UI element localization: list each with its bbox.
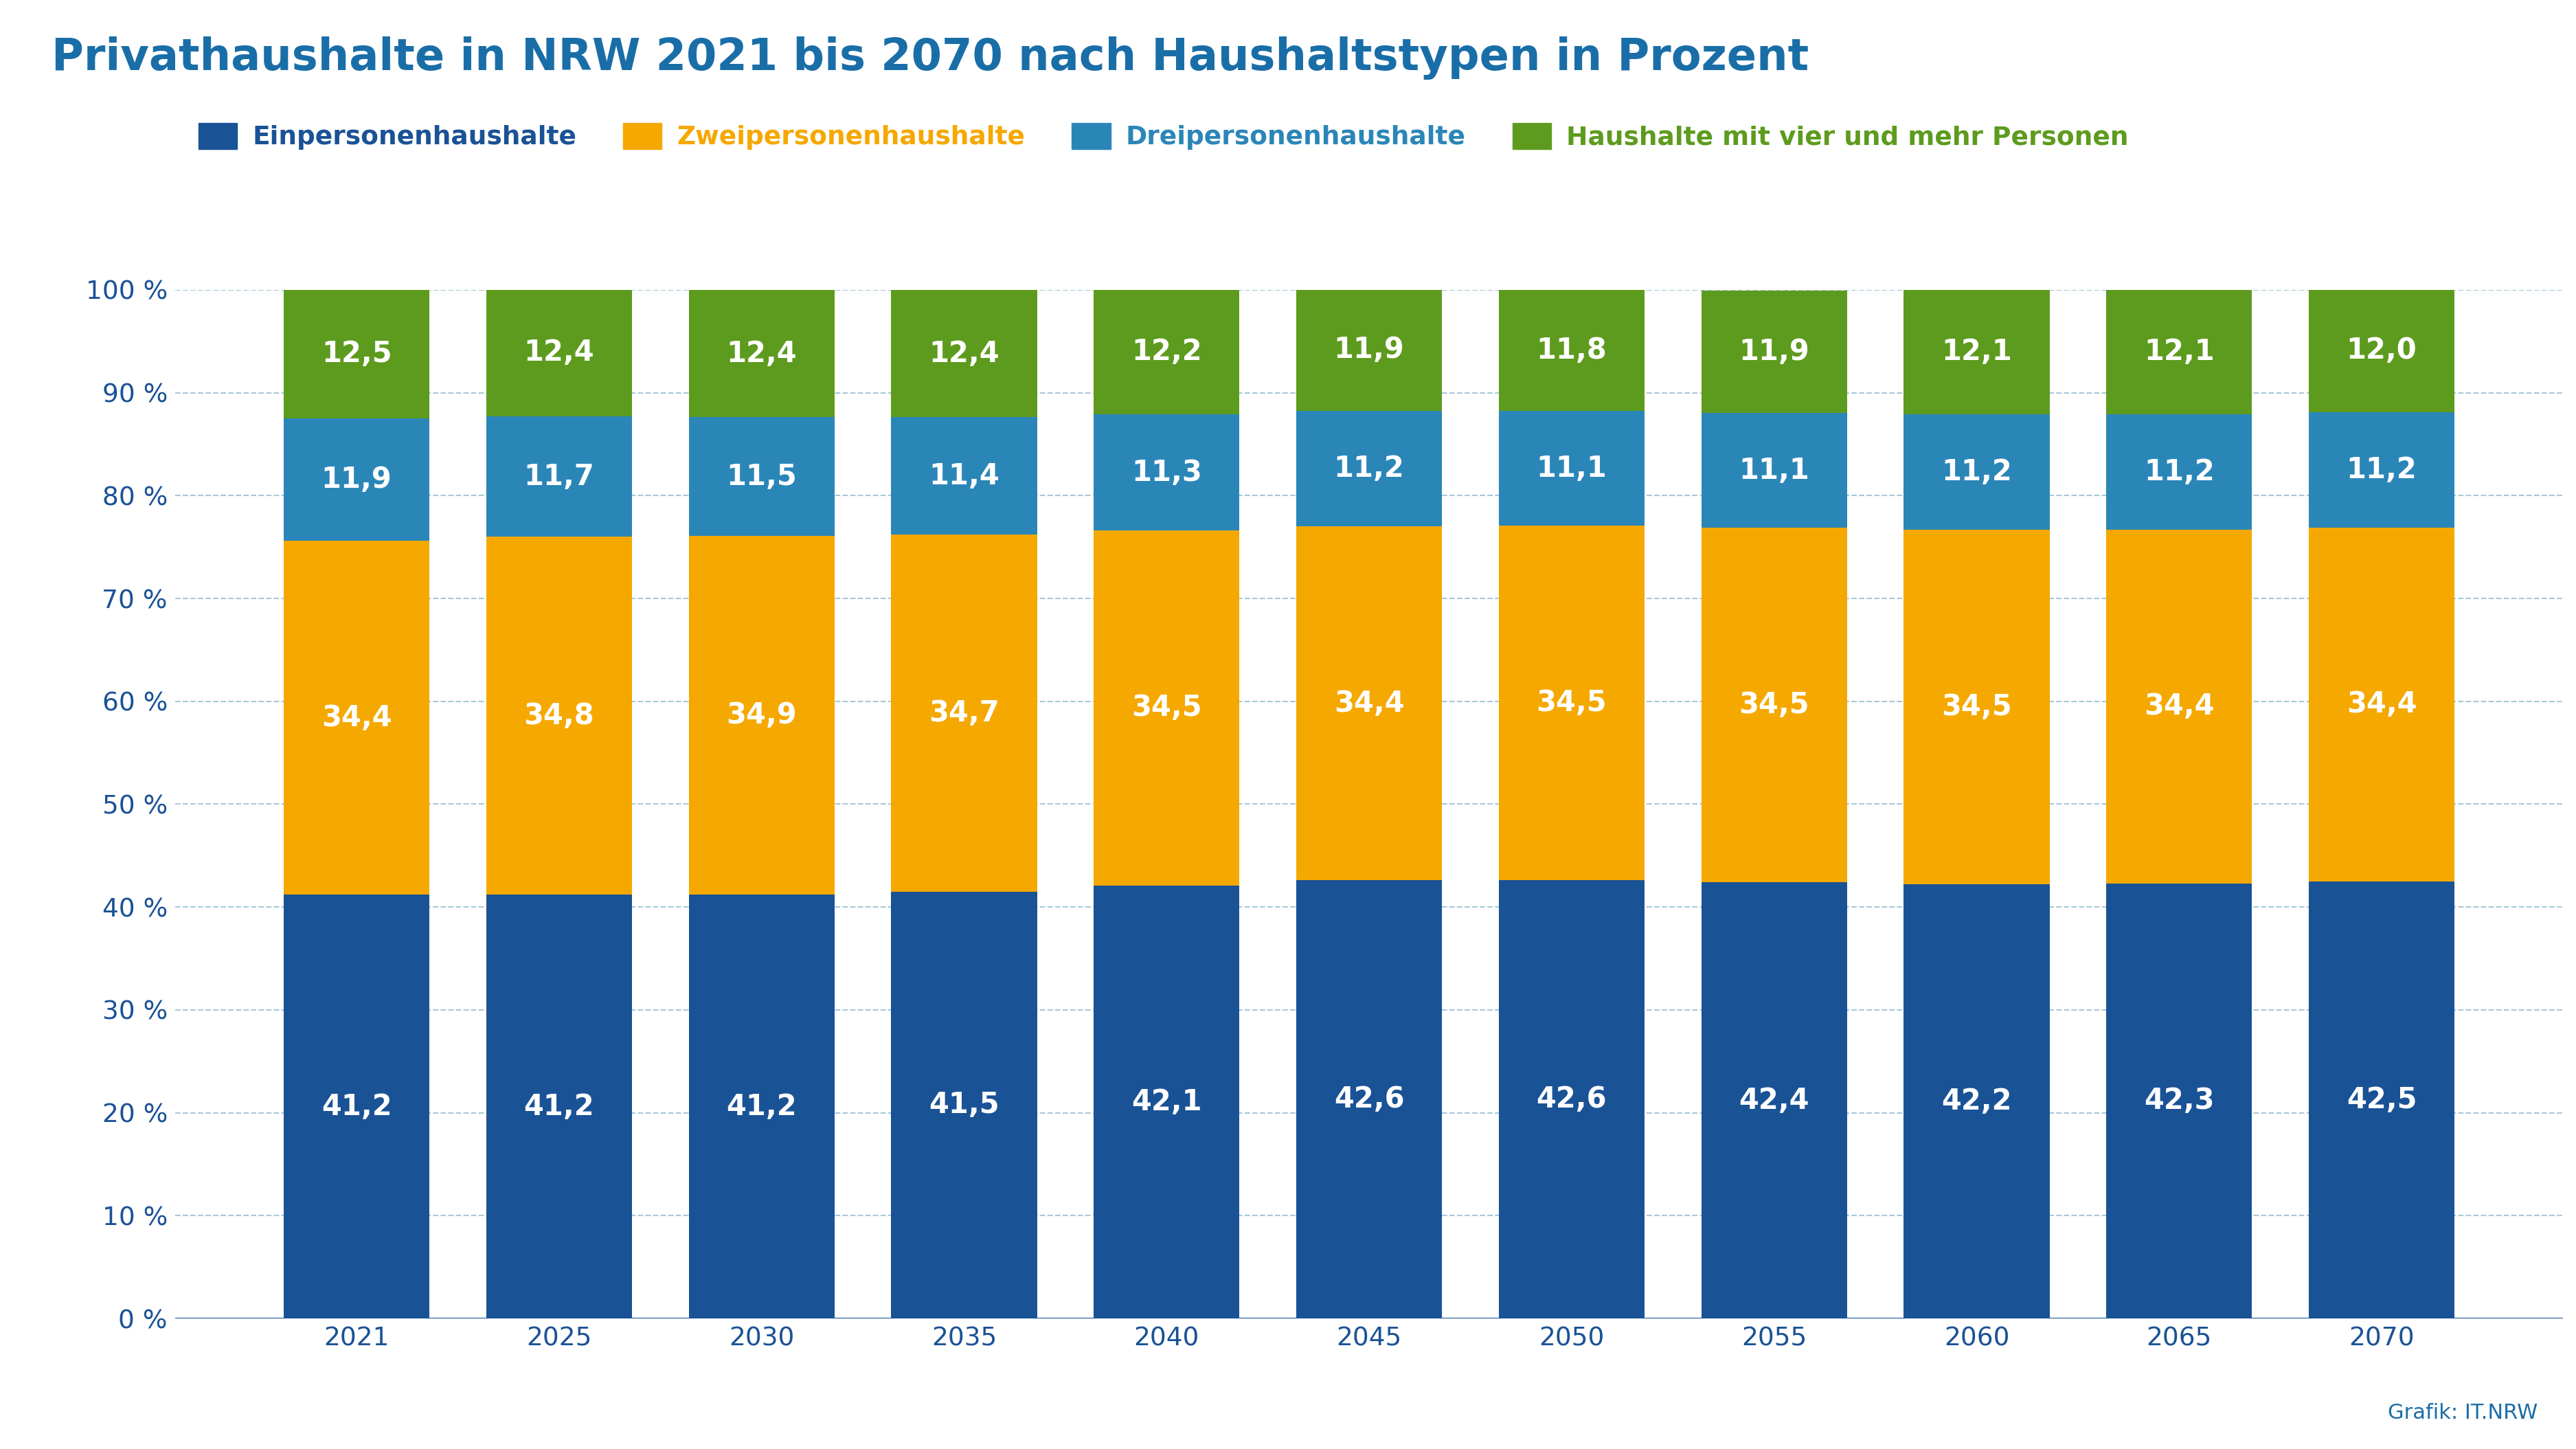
Text: 12,5: 12,5 bbox=[322, 339, 392, 368]
Text: 11,2: 11,2 bbox=[1334, 455, 1404, 483]
Bar bbox=[283, 540, 430, 894]
Bar bbox=[1904, 414, 2050, 529]
Bar bbox=[1499, 526, 1643, 881]
Bar bbox=[2308, 412, 2455, 527]
Text: Grafik: IT.NRW: Grafik: IT.NRW bbox=[2388, 1403, 2537, 1423]
Bar bbox=[1499, 412, 1643, 526]
Bar bbox=[891, 290, 1038, 417]
Bar bbox=[2308, 881, 2455, 1319]
Text: 34,5: 34,5 bbox=[1942, 693, 2012, 722]
Text: 34,4: 34,4 bbox=[1334, 688, 1404, 717]
Bar bbox=[1904, 884, 2050, 1319]
Text: 34,5: 34,5 bbox=[1535, 688, 1607, 717]
Bar bbox=[2107, 290, 2251, 414]
Bar bbox=[891, 891, 1038, 1319]
Bar bbox=[283, 894, 430, 1319]
Text: 12,4: 12,4 bbox=[930, 339, 999, 368]
Text: 42,5: 42,5 bbox=[2347, 1085, 2416, 1114]
Text: 34,8: 34,8 bbox=[523, 701, 595, 730]
Text: 34,4: 34,4 bbox=[2347, 690, 2416, 719]
Text: 12,1: 12,1 bbox=[2143, 338, 2215, 367]
Text: 11,9: 11,9 bbox=[1334, 336, 1404, 364]
Bar bbox=[1296, 412, 1443, 526]
Text: 12,4: 12,4 bbox=[523, 338, 595, 367]
Text: 41,2: 41,2 bbox=[523, 1093, 595, 1122]
Bar bbox=[1095, 414, 1239, 530]
Bar bbox=[1095, 288, 1239, 414]
Text: 11,2: 11,2 bbox=[2143, 458, 2215, 487]
Text: 34,5: 34,5 bbox=[1739, 691, 1808, 719]
Text: 34,7: 34,7 bbox=[930, 698, 999, 727]
Bar bbox=[1700, 413, 1847, 527]
Text: 11,9: 11,9 bbox=[1739, 338, 1808, 367]
Text: 11,2: 11,2 bbox=[1942, 458, 2012, 487]
Bar bbox=[1904, 290, 2050, 414]
Text: 12,2: 12,2 bbox=[1131, 338, 1203, 367]
Bar bbox=[487, 416, 631, 536]
Legend: Einpersonenhaushalte, Zweipersonenhaushalte, Dreipersonenhaushalte, Haushalte mi: Einpersonenhaushalte, Zweipersonenhausha… bbox=[188, 113, 2138, 161]
Bar bbox=[283, 419, 430, 540]
Text: 42,3: 42,3 bbox=[2143, 1087, 2215, 1116]
Bar bbox=[688, 417, 835, 536]
Bar bbox=[1499, 881, 1643, 1319]
Text: 11,1: 11,1 bbox=[1535, 454, 1607, 483]
Text: Privathaushalte in NRW 2021 bis 2070 nach Haushaltstypen in Prozent: Privathaushalte in NRW 2021 bis 2070 nac… bbox=[52, 36, 1808, 80]
Bar bbox=[2308, 527, 2455, 881]
Bar bbox=[1700, 291, 1847, 413]
Text: 11,3: 11,3 bbox=[1131, 458, 1203, 487]
Bar bbox=[487, 894, 631, 1319]
Bar bbox=[688, 894, 835, 1319]
Bar bbox=[1296, 526, 1443, 881]
Bar bbox=[2107, 529, 2251, 884]
Text: 12,1: 12,1 bbox=[1942, 338, 2012, 367]
Text: 12,0: 12,0 bbox=[2347, 336, 2416, 365]
Text: 34,5: 34,5 bbox=[1131, 694, 1203, 723]
Text: 11,5: 11,5 bbox=[726, 462, 796, 491]
Bar bbox=[283, 290, 430, 419]
Text: 11,2: 11,2 bbox=[2347, 455, 2416, 484]
Text: 42,1: 42,1 bbox=[1131, 1088, 1203, 1117]
Bar bbox=[1095, 885, 1239, 1319]
Text: 42,4: 42,4 bbox=[1739, 1087, 1808, 1114]
Text: 34,9: 34,9 bbox=[726, 701, 796, 730]
Bar bbox=[1095, 530, 1239, 885]
Bar bbox=[1700, 882, 1847, 1319]
Bar bbox=[1700, 527, 1847, 882]
Bar bbox=[2107, 884, 2251, 1319]
Bar bbox=[688, 290, 835, 417]
Bar bbox=[487, 536, 631, 894]
Text: 11,1: 11,1 bbox=[1739, 456, 1808, 485]
Text: 34,4: 34,4 bbox=[322, 703, 392, 732]
Text: 34,4: 34,4 bbox=[2143, 693, 2215, 722]
Text: 11,7: 11,7 bbox=[523, 462, 595, 491]
Bar bbox=[1296, 288, 1443, 412]
Text: 11,8: 11,8 bbox=[1535, 336, 1607, 365]
Text: 42,2: 42,2 bbox=[1942, 1087, 2012, 1116]
Bar bbox=[2107, 414, 2251, 529]
Bar bbox=[2308, 288, 2455, 412]
Text: 11,9: 11,9 bbox=[322, 465, 392, 494]
Text: 42,6: 42,6 bbox=[1334, 1085, 1404, 1114]
Bar bbox=[688, 536, 835, 894]
Text: 41,2: 41,2 bbox=[322, 1093, 392, 1122]
Text: 42,6: 42,6 bbox=[1535, 1085, 1607, 1114]
Bar bbox=[1296, 881, 1443, 1319]
Text: 12,4: 12,4 bbox=[726, 339, 796, 368]
Bar bbox=[1904, 529, 2050, 884]
Bar bbox=[891, 417, 1038, 535]
Text: 41,5: 41,5 bbox=[930, 1091, 999, 1120]
Bar bbox=[487, 288, 631, 416]
Bar bbox=[1499, 290, 1643, 412]
Bar bbox=[891, 535, 1038, 891]
Text: 11,4: 11,4 bbox=[930, 462, 999, 490]
Text: 41,2: 41,2 bbox=[726, 1093, 796, 1122]
